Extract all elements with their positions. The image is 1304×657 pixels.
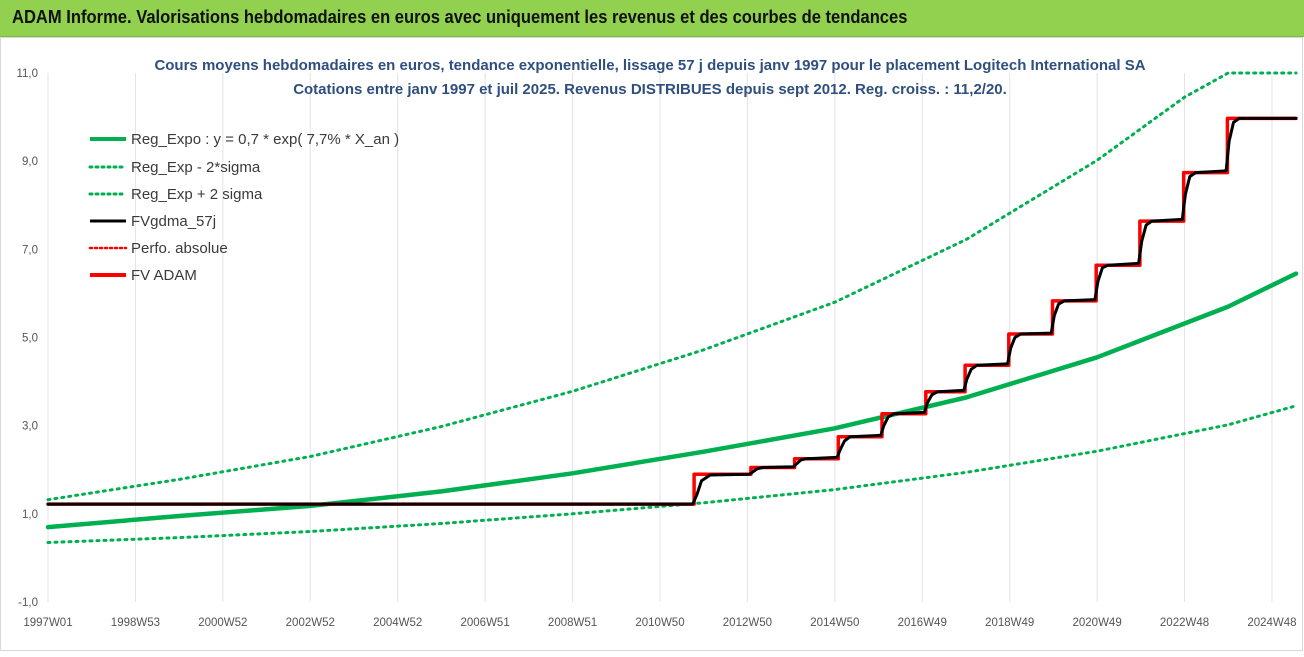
y-axis: 11,0 9,0 7,0 5,0 3,0 1,0 -1,0 xyxy=(16,68,38,609)
chart-title-line-1: Cours moyens hebdomadaires en euros, ten… xyxy=(154,57,1145,74)
x-tick-label: 2016W49 xyxy=(898,617,947,629)
y-tick-label: 11,0 xyxy=(16,68,38,80)
legend: Reg_Expo : y = 0,7 * exp( 7,7% * X_an ) … xyxy=(88,131,399,284)
x-tick-label: 2010W50 xyxy=(635,617,684,629)
series-layer xyxy=(45,71,1299,544)
x-tick-label: 2022W48 xyxy=(1160,617,1209,629)
y-tick-label: -1,0 xyxy=(18,597,38,609)
series-line-0 xyxy=(45,271,1299,530)
x-axis: 1997W01 1998W53 2000W52 2002W52 2004W52 2006W… xyxy=(23,617,1296,629)
legend-label-perfo: Perfo. absolue xyxy=(131,240,228,257)
legend-label-fvadam: FV ADAM xyxy=(131,267,197,284)
x-tick-label: 2014W50 xyxy=(810,617,859,629)
x-tick-label: 1997W01 xyxy=(23,617,72,629)
grid xyxy=(47,73,1273,602)
line-chart: 11,0 9,0 7,0 5,0 3,0 1,0 -1,0 1997W01 1998W53 20… xyxy=(0,37,1303,651)
legend-label-reg-minus: Reg_Exp - 2*sigma xyxy=(131,159,261,176)
chart-title-line-2: Cotations entre janv 1997 et juil 2025. … xyxy=(293,81,1007,98)
y-tick-label: 7,0 xyxy=(22,244,38,256)
series-line-3 xyxy=(46,116,1298,506)
x-tick-label: 1998W53 xyxy=(111,617,160,629)
y-tick-label: 1,0 xyxy=(22,509,38,521)
legend-label-reg-expo: Reg_Expo : y = 0,7 * exp( 7,7% * X_an ) xyxy=(131,131,399,148)
chart-area: 11,0 9,0 7,0 5,0 3,0 1,0 -1,0 1997W01 1998W53 20… xyxy=(0,37,1304,652)
page-title: ADAM Informe. Valorisations hebdomadaire… xyxy=(12,7,908,27)
x-tick-label: 2004W52 xyxy=(373,617,422,629)
y-tick-label: 3,0 xyxy=(22,421,38,433)
series-line-2 xyxy=(46,71,1298,502)
legend-label-reg-plus: Reg_Exp + 2 sigma xyxy=(131,186,263,203)
legend-label-fvgdma: FVgdma_57j xyxy=(131,213,216,230)
x-tick-label: 2008W51 xyxy=(548,617,597,629)
x-tick-label: 2020W49 xyxy=(1072,617,1121,629)
x-tick-label: 2002W52 xyxy=(286,617,335,629)
x-tick-label: 2024W48 xyxy=(1247,617,1296,629)
chart-frame xyxy=(0,37,1303,651)
y-tick-label: 5,0 xyxy=(22,333,38,345)
series-line-1 xyxy=(46,404,1298,544)
x-tick-label: 2018W49 xyxy=(985,617,1034,629)
x-tick-label: 2012W50 xyxy=(723,617,772,629)
x-tick-label: 2000W52 xyxy=(198,617,247,629)
y-tick-label: 9,0 xyxy=(22,156,38,168)
x-tick-label: 2006W51 xyxy=(461,617,510,629)
title-banner: ADAM Informe. Valorisations hebdomadaire… xyxy=(0,0,1304,37)
